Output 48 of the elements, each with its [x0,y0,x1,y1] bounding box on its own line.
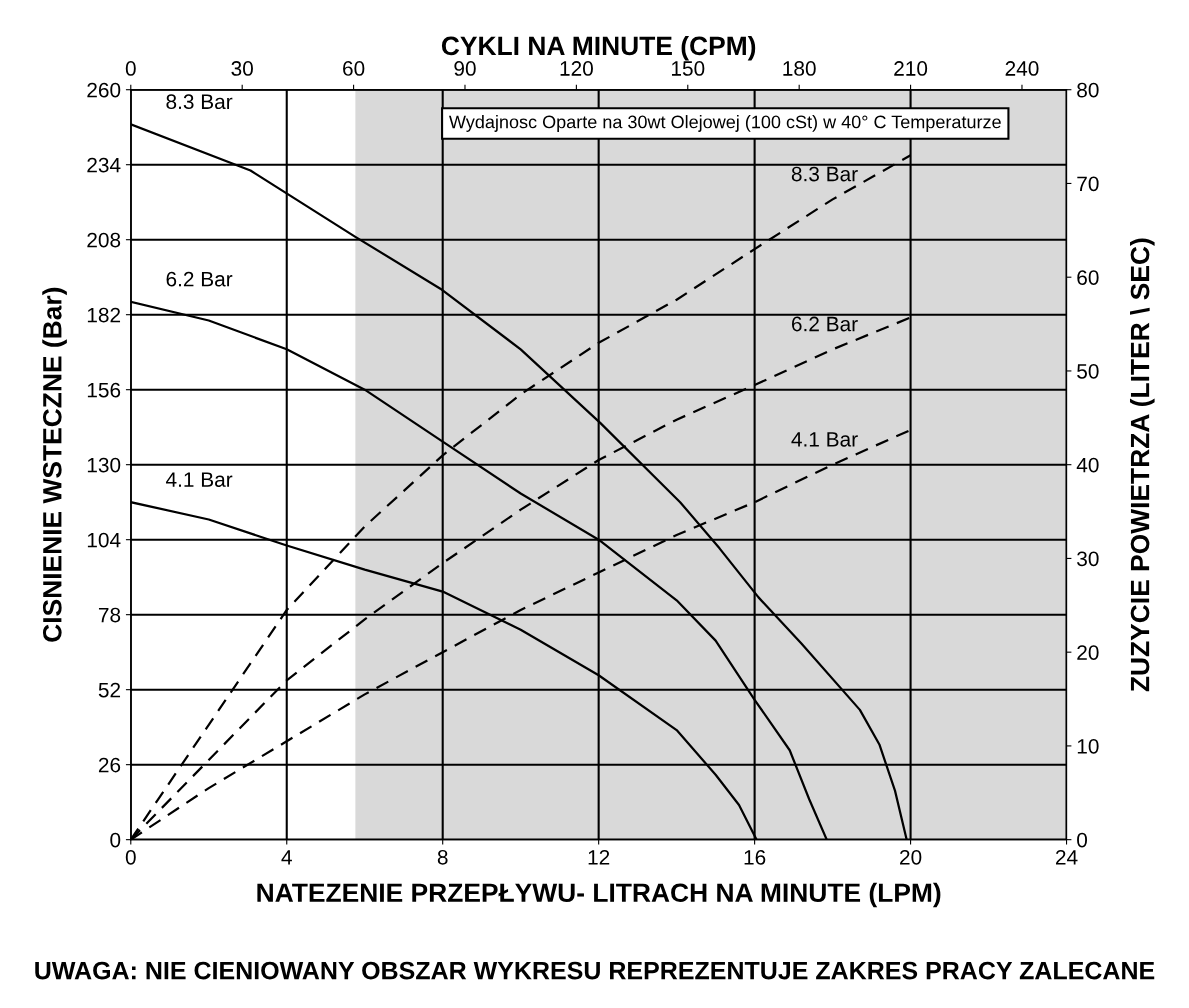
x-tick-label: 0 [125,849,136,865]
y2-tick-label: 50 [1077,363,1099,379]
series-label: 6.2 Bar [791,316,858,332]
y-tick-label: 182 [87,307,121,323]
series-label: 8.3 Bar [166,94,233,110]
x-tick-label: 16 [744,849,766,865]
x2-tick-label: 240 [1005,61,1039,76]
y-tick-label: 26 [98,757,121,773]
y-tick-label: 52 [98,682,121,698]
y-tick-label: 260 [87,82,121,98]
y2-tick-label: 10 [1077,738,1099,754]
x2-axis-title: CYKLI NA MINUTE (CPM) [441,35,756,61]
series-label: 4.1 Bar [165,472,233,487]
y-axis-title: CISNIENIE WSTECZNE (Bar) [42,287,67,642]
y-tick-label: 130 [87,457,121,473]
annotation: Wydajnosc Oparte na 30wt Olejowej (100 cSt) w 40° C Temperaturze [449,115,1001,132]
y2-tick-label: 30 [1077,551,1099,567]
x-tick-label: 20 [900,849,922,865]
x2-tick-label: 30 [231,61,253,76]
y2-tick-label: 0 [1077,832,1088,848]
x2-tick-label: 180 [783,61,816,76]
y-tick-label: 0 [110,832,121,848]
y2-tick-label: 40 [1076,457,1099,473]
x2-tick-label: 90 [454,61,476,76]
series-label: 8.3 Bar [791,166,858,182]
x-tick-label: 24 [1056,849,1078,865]
y-tick-label: 78 [98,607,121,623]
x-axis-title: NATEZENIE PRZEPŁYWU- LITRACH NA MINUTE (LPM) [257,882,941,908]
y-tick-label: 104 [87,532,121,548]
x2-tick-label: 60 [343,61,365,76]
y2-tick-label: 60 [1077,270,1099,285]
y2-tick-label: 70 [1077,176,1099,192]
y2-tick-label: 80 [1077,82,1099,98]
text: UWAGA: NIE CIENIOWANY OBSZAR WYKRESU REPREZENTUJE ZAKRES PRACY ZALECANE [35,961,1155,980]
x2-tick-label: 150 [671,61,705,76]
x2-tick-label: 120 [560,61,593,76]
x-tick-label: 4 [281,850,292,865]
y-tick-label: 208 [87,232,121,248]
series-label: 6.2 Bar [166,271,233,287]
y2-axis-title: ZUZYCIE POWIETRZA (LITER \ SEC) [1129,238,1155,692]
y-tick-label: 234 [87,157,121,173]
y-tick-label: 156 [87,382,121,398]
series-label: 4.1 Bar [791,432,858,447]
y2-tick-label: 20 [1077,645,1099,660]
x-tick-label: 8 [437,849,448,865]
x2-tick-label: 210 [894,61,928,76]
x-tick-label: 12 [588,849,610,865]
x2-tick-label: 0 [125,61,136,76]
